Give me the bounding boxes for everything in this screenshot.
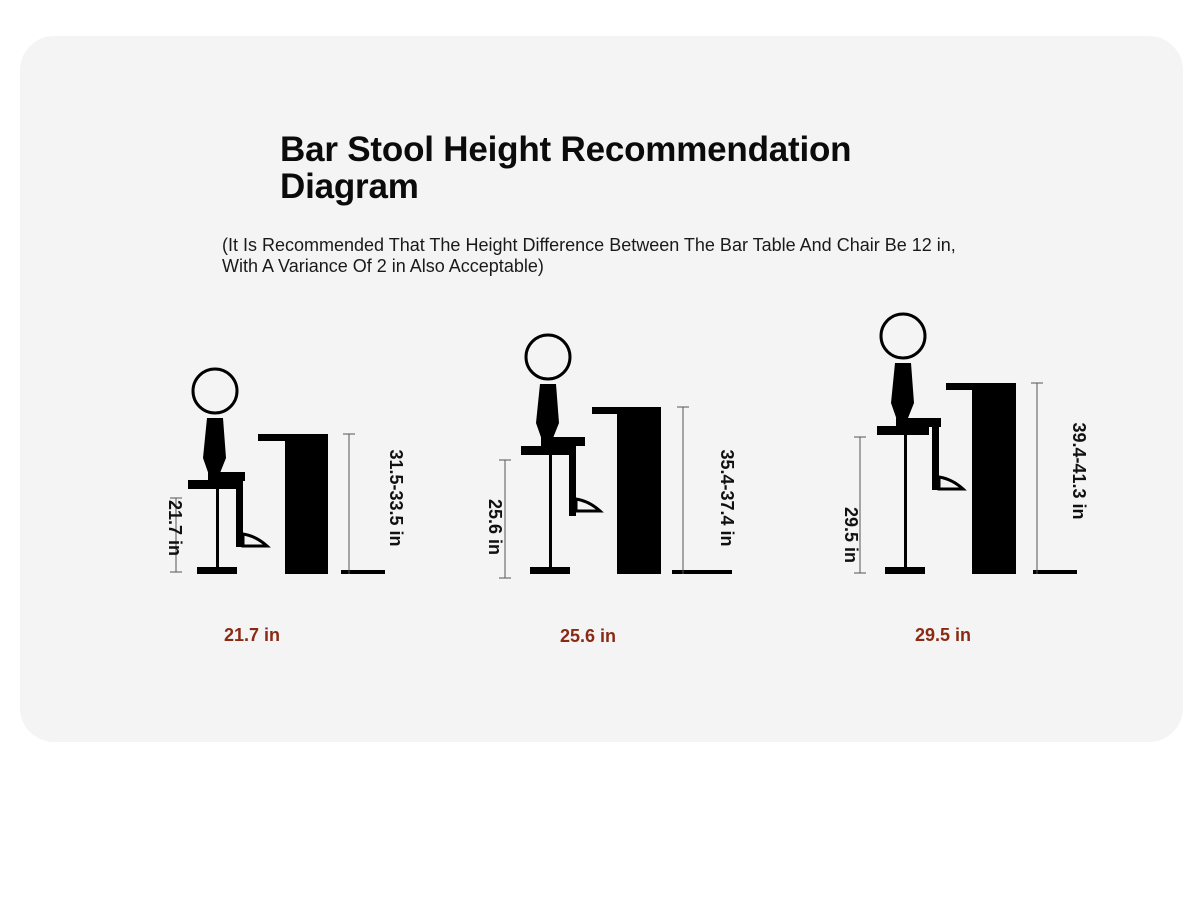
- config-2-dimension-lines: [499, 406, 689, 579]
- config-1-person: [191, 367, 271, 548]
- config-1-table: [258, 434, 385, 574]
- config-2-seat-height-label: 25.6 in: [485, 499, 505, 555]
- note-line-2: With A Variance Of 2 in Also Acceptable): [222, 256, 544, 276]
- config-2-caption: 25.6 in: [560, 626, 617, 646]
- recommendation-note: (It Is Recommended That The Height Diffe…: [222, 235, 956, 277]
- config-1-stool: [188, 480, 237, 574]
- config-2-illustration: 25.6 in 35.4-37.4 in: [485, 333, 737, 579]
- config-1-seat-height-label: 21.7 in: [165, 500, 185, 556]
- config-1-dimension-lines: [170, 433, 355, 574]
- config-2-stool: [521, 446, 573, 574]
- diagram-title: Bar Stool Height Recommendation Diagram: [280, 130, 852, 206]
- config-3-table: [946, 383, 1077, 574]
- config-2-table-height-label: 35.4-37.4 in: [717, 449, 737, 546]
- config-3-caption: 29.5 in: [915, 625, 972, 645]
- note-line-1: (It Is Recommended That The Height Diffe…: [222, 235, 956, 255]
- title-line-2: Diagram: [280, 167, 419, 206]
- config-1-table-height-label: 31.5-33.5 in: [386, 449, 406, 546]
- config-3-table-height-label: 39.4-41.3 in: [1069, 422, 1089, 519]
- title-line-1: Bar Stool Height Recommendation: [280, 130, 852, 169]
- config-3-stool: [877, 426, 929, 574]
- config-3-seat-height-label: 29.5 in: [841, 507, 861, 563]
- config-2-person: [524, 333, 604, 516]
- config-3-illustration: 29.5 in 39.4-41.3 in: [841, 312, 1089, 574]
- config-3-dimension-lines: [854, 382, 1043, 574]
- config-1-illustration: 21.7 in 31.5-33.5 in: [165, 367, 406, 574]
- config-2-table: [592, 407, 732, 574]
- config-3-person: [879, 312, 967, 491]
- config-1-caption: 21.7 in: [224, 625, 281, 645]
